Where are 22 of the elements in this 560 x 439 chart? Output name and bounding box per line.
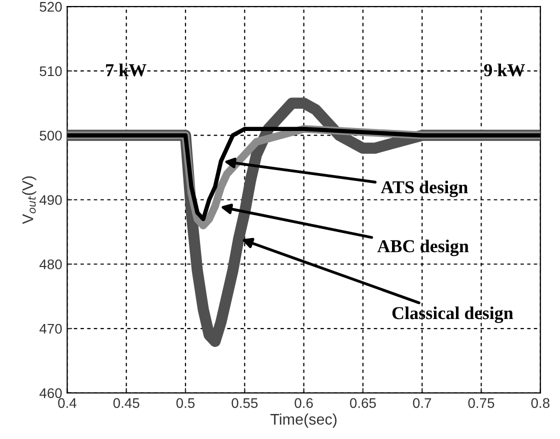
x-tick-label: 0.6 xyxy=(294,398,313,408)
x-tick-label: 0.45 xyxy=(113,398,140,408)
x-tick-label: 0.55 xyxy=(232,398,258,408)
x-tick-label: 0.75 xyxy=(468,398,494,408)
x-axis-title: Time(sec) xyxy=(270,413,337,428)
y-tick-label: 490 xyxy=(39,195,62,205)
x-tick-label: 0.8 xyxy=(531,398,550,408)
y-tick-label: 520 xyxy=(40,2,62,12)
x-tick-label: 0.4 xyxy=(58,398,76,408)
y-axis-title: V$_{out}$(V) xyxy=(22,176,36,224)
annotation: Classical design xyxy=(392,306,514,324)
x-tick-label: 0.65 xyxy=(350,398,376,408)
y-tick-label: 500 xyxy=(40,130,62,141)
y-tick-label: 510 xyxy=(40,66,62,76)
annotation: 7 kW xyxy=(106,64,146,76)
annotation: ATS design xyxy=(380,180,468,198)
x-tick-label: 0.5 xyxy=(176,398,195,408)
annotation: ABC design xyxy=(377,240,469,256)
y-tick-label: 460 xyxy=(39,388,62,398)
y-tick-label: 480 xyxy=(39,259,62,270)
x-tick-label: 0.7 xyxy=(412,398,432,408)
y-tick-label: 470 xyxy=(39,324,62,334)
